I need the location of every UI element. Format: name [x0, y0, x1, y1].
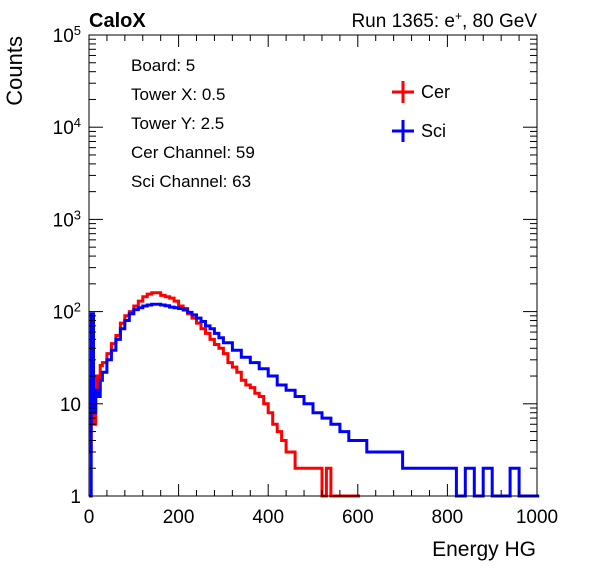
x-tick-label: 400: [252, 507, 284, 528]
info-line: Cer Channel: 59: [131, 143, 255, 162]
y-tick-label: 104: [53, 115, 81, 140]
x-axis-title: Energy HG: [432, 538, 536, 561]
y-axis: 1 10 102 103 104 105: [53, 23, 537, 508]
info-line: Tower X: 0.5: [131, 85, 226, 104]
x-tick-label: 200: [163, 507, 195, 528]
experiment-label: CaloX: [89, 10, 146, 32]
legend-label-sci: Sci: [421, 121, 446, 141]
y-tick-label: 10: [60, 395, 81, 416]
x-tick-label: 1000: [516, 507, 558, 528]
x-tick-label: 600: [342, 507, 374, 528]
info-line: Board: 5: [131, 56, 195, 75]
run-label-suffix: , 80 GeV: [462, 11, 537, 32]
x-tick-label: 800: [432, 507, 464, 528]
series-layer: [89, 291, 540, 498]
run-label-sup: +: [455, 9, 462, 23]
legend-item-sci: Sci: [392, 120, 446, 142]
legend: Cer Sci: [392, 81, 450, 142]
legend-label-cer: Cer: [421, 82, 450, 102]
y-tick-label: 102: [53, 299, 81, 324]
y-tick-label: 105: [53, 23, 81, 48]
y-axis-title: Counts: [2, 36, 27, 106]
info-box: Board: 5 Tower X: 0.5 Tower Y: 2.5 Cer C…: [131, 56, 255, 191]
x-tick-label: 0: [84, 507, 95, 528]
x-axis: 0 200 400 600 800 1000: [84, 35, 558, 528]
run-label: Run 1365: e+, 80 GeV: [351, 9, 537, 32]
plot-frame: [88, 34, 538, 497]
legend-item-cer: Cer: [392, 81, 450, 103]
info-line: Tower Y: 2.5: [131, 114, 224, 133]
y-tick-label: 103: [53, 207, 81, 232]
y-tick-label: 1: [70, 487, 81, 508]
run-label-prefix: Run 1365: e: [351, 11, 455, 32]
info-line: Sci Channel: 63: [131, 172, 251, 191]
series-sci-line: [89, 302, 540, 498]
